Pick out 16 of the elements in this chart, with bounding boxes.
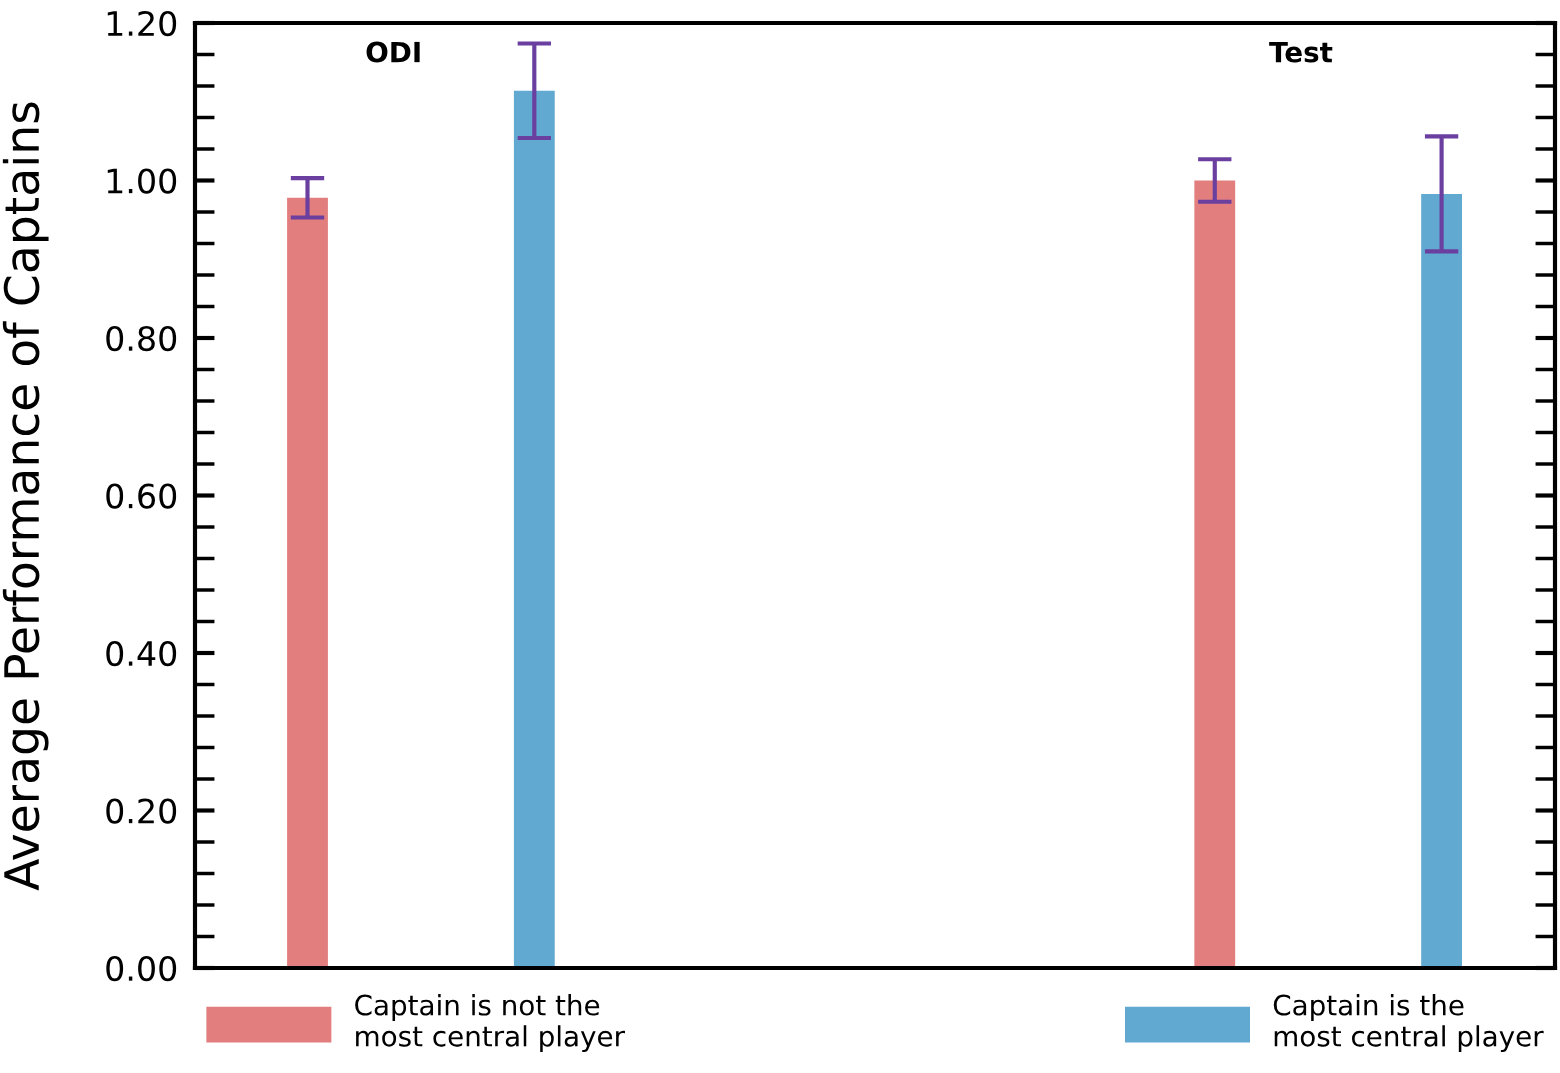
y-tick-label: 0.60	[106, 483, 177, 509]
y-tick-label: 0.80	[106, 325, 177, 352]
y-tick-label: 1.00	[107, 168, 177, 194]
legend-label: Captain is not the most central player	[355, 994, 625, 1053]
y-tick-label: 1.20	[107, 10, 177, 37]
bar	[1421, 193, 1462, 968]
bar	[1194, 180, 1236, 968]
y-tick-label: 0.40	[106, 640, 177, 667]
y-axis-title: Average Performance of Captains	[2, 102, 49, 891]
x-tick-label: Test	[1269, 41, 1333, 63]
y-tick-label: 0.20	[106, 798, 177, 824]
bar	[513, 90, 555, 968]
x-tick-label: ODI	[366, 41, 420, 63]
legend-label: Captain is the most central player	[1273, 994, 1544, 1053]
bar	[287, 197, 328, 968]
y-tick-label: 0.00	[106, 955, 177, 982]
